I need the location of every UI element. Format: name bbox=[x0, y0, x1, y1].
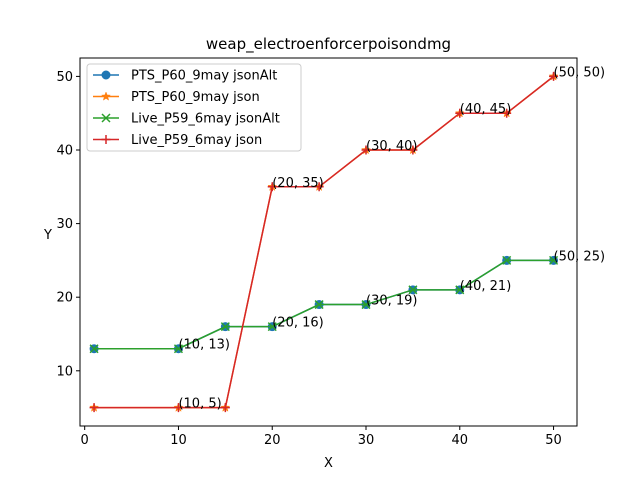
point-annotation: (50, 50) bbox=[554, 65, 606, 80]
point-annotation: (40, 45) bbox=[460, 102, 512, 117]
x-axis: 0 10 20 30 40 50 bbox=[81, 426, 562, 448]
data-point bbox=[455, 285, 465, 295]
legend-label: Live_P59_6may json bbox=[131, 133, 262, 148]
plot-area bbox=[89, 71, 559, 413]
legend-label: Live_P59_6may jsonAlt bbox=[131, 112, 280, 127]
y-axis-label: Y bbox=[43, 228, 52, 243]
data-point bbox=[173, 403, 183, 413]
legend-entry: Live_P59_6may json bbox=[93, 133, 262, 148]
x-tick-label: 40 bbox=[452, 433, 469, 448]
data-point bbox=[267, 182, 277, 192]
data-point bbox=[361, 145, 371, 155]
legend-entry: PTS_P60_9may jsonAlt bbox=[93, 69, 277, 84]
legend-label: PTS_P60_9may jsonAlt bbox=[131, 69, 277, 84]
series-line bbox=[94, 75, 555, 409]
x-tick-label: 50 bbox=[545, 433, 562, 448]
legend-swatch-marker bbox=[101, 135, 111, 144]
y-tick-label: 10 bbox=[56, 364, 73, 379]
data-point bbox=[267, 322, 277, 332]
axes-frame bbox=[79, 57, 578, 427]
chart-title: weap_electroenforcerpoisondmg bbox=[206, 35, 451, 54]
point-annotation: (10, 5) bbox=[178, 397, 221, 412]
data-point bbox=[408, 145, 418, 155]
point-annotation: (20, 16) bbox=[272, 316, 324, 331]
data-point bbox=[220, 403, 230, 413]
legend-swatch-marker bbox=[101, 70, 111, 80]
x-tick-label: 20 bbox=[264, 433, 281, 448]
legend-label: PTS_P60_9may json bbox=[131, 90, 260, 105]
y-tick-label: 20 bbox=[56, 291, 73, 306]
data-point bbox=[361, 300, 371, 310]
data-point bbox=[502, 108, 512, 118]
data-point bbox=[549, 255, 559, 265]
series-3 bbox=[89, 255, 559, 354]
annotations: (10, 13) (20, 16) (30, 19) (40, 21) (50, 25)… bbox=[178, 65, 605, 411]
legend-swatch-marker bbox=[101, 91, 111, 101]
legend-swatch-marker bbox=[101, 113, 111, 123]
data-point bbox=[549, 71, 559, 81]
legend-entry: PTS_P60_9may json bbox=[93, 90, 260, 105]
y-tick-label: 50 bbox=[56, 70, 73, 85]
point-annotation: (30, 40) bbox=[366, 139, 418, 154]
data-point bbox=[314, 182, 324, 192]
legend-entry: Live_P59_6may jsonAlt bbox=[93, 112, 280, 127]
x-tick-label: 10 bbox=[170, 433, 187, 448]
y-tick-label: 30 bbox=[56, 217, 73, 232]
data-point bbox=[502, 255, 512, 265]
point-annotation: (20, 35) bbox=[272, 176, 324, 191]
x-tick-label: 30 bbox=[358, 433, 375, 448]
data-point bbox=[220, 322, 230, 332]
legend: PTS_P60_9may jsonAlt PTS_P60_9may json Liv… bbox=[86, 63, 302, 152]
data-point bbox=[89, 403, 99, 413]
y-tick-label: 40 bbox=[56, 144, 73, 159]
x-tick-label: 0 bbox=[81, 433, 89, 448]
point-annotation: (40, 21) bbox=[460, 279, 512, 294]
data-point bbox=[89, 344, 99, 354]
series-line bbox=[94, 259, 554, 350]
y-axis: 10 20 30 40 50 bbox=[56, 70, 80, 379]
x-axis-label: X bbox=[324, 456, 333, 471]
legend-box bbox=[86, 63, 302, 152]
point-annotation: (50, 25) bbox=[554, 249, 606, 264]
data-point bbox=[455, 108, 465, 118]
data-point bbox=[314, 300, 324, 310]
data-point bbox=[408, 285, 418, 295]
data-point bbox=[173, 344, 183, 354]
point-annotation: (30, 19) bbox=[366, 294, 418, 309]
series-4 bbox=[89, 71, 559, 413]
point-annotation: (10, 13) bbox=[178, 338, 230, 353]
